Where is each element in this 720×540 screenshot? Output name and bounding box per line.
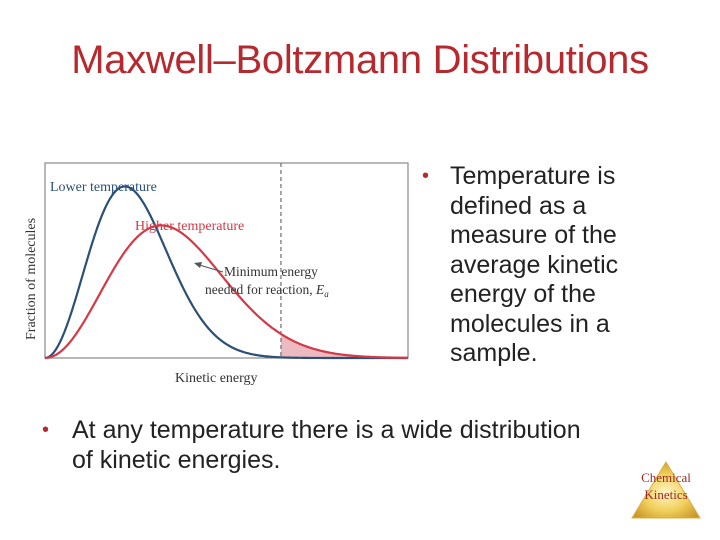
threshold-label-line2: needed for reaction, Ea <box>205 282 329 299</box>
maxwell-boltzmann-figure: Lower temperature Higher temperature Min… <box>18 150 418 395</box>
badge-line1: Chemical <box>641 470 691 485</box>
x-axis-label: Kinetic energy <box>175 371 258 386</box>
lower-temperature-curve <box>44 185 408 360</box>
slide-title: Maxwell–Boltzmann Distributions <box>71 38 649 82</box>
reaction-energy-shaded-area <box>280 333 408 358</box>
legend-higher-temperature: Higher temperature <box>135 219 244 234</box>
bullet-icon: • <box>422 165 430 187</box>
right-bullet-list: • Temperature is defined as a measure of… <box>420 162 670 369</box>
threshold-annotation-arrowhead <box>194 262 202 268</box>
badge-line2: Kinetics <box>644 487 688 502</box>
plot-frame <box>44 162 409 359</box>
y-axis-label: Fraction of molecules <box>24 218 39 340</box>
bullet-text: Temperature is defined as a measure of t… <box>450 162 619 367</box>
chemical-kinetics-badge: Chemical Kinetics <box>630 460 702 520</box>
bullet-text: At any temperature there is a wide distr… <box>72 416 581 474</box>
bullet-icon: • <box>42 419 50 441</box>
higher-temperature-curve <box>44 224 409 360</box>
triangle-icon <box>631 461 701 519</box>
bullet-item: • Temperature is defined as a measure of… <box>420 162 670 369</box>
legend-lower-temperature: Lower temperature <box>50 180 157 195</box>
threshold-symbol-subscript: a <box>324 289 329 299</box>
distribution-chart: Lower temperature Higher temperature Min… <box>24 162 409 386</box>
bullet-item: • At any temperature there is a wide dis… <box>40 416 600 475</box>
threshold-label-line1: Minimum energy <box>224 264 318 279</box>
threshold-label-text: needed for reaction, <box>205 282 313 297</box>
threshold-symbol: E <box>315 282 325 297</box>
bottom-bullet-list: • At any temperature there is a wide dis… <box>40 416 600 475</box>
